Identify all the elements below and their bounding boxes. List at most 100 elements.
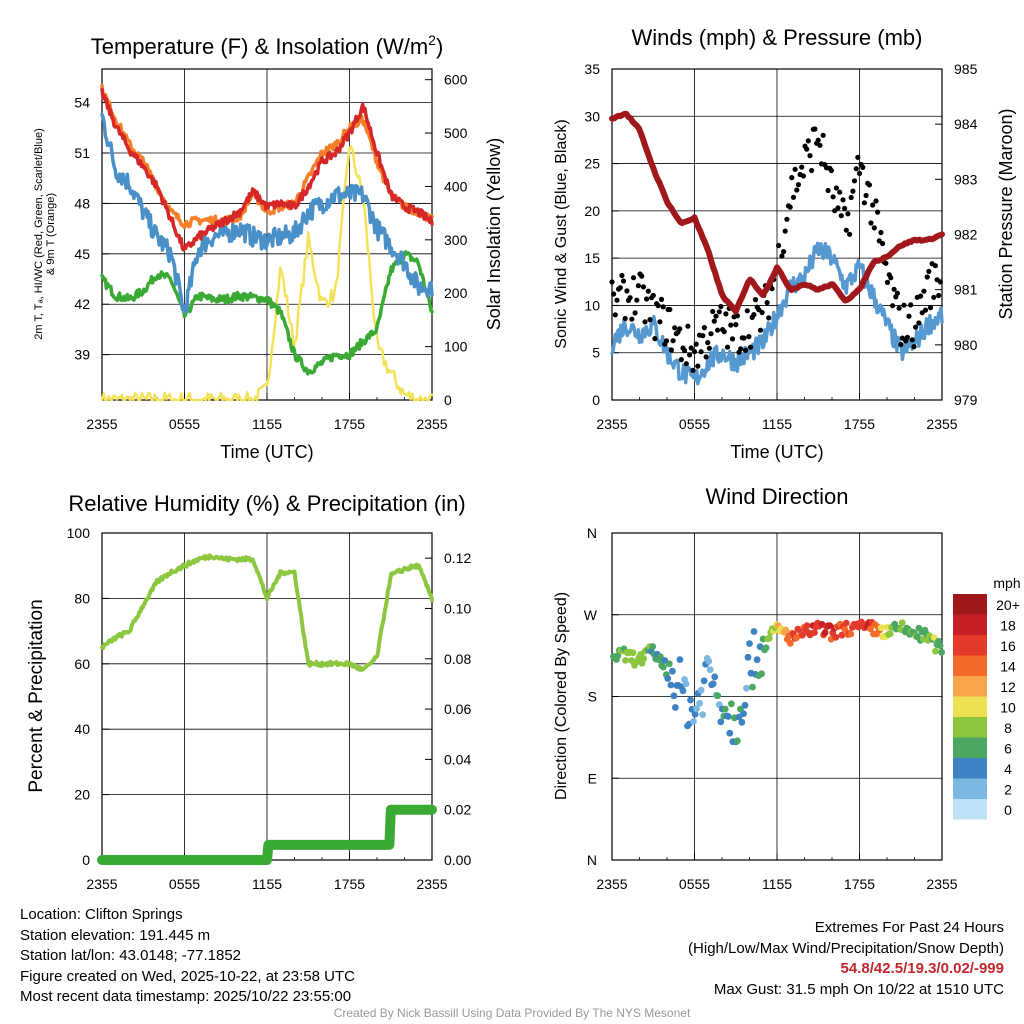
- direction-point: [672, 704, 679, 711]
- gust-point: [734, 313, 741, 319]
- wind-ytick-label: 5: [592, 345, 600, 361]
- precip-y2tick-label: 0.12: [444, 550, 471, 566]
- dir-ytick-label: N: [587, 852, 597, 868]
- gust-point: [837, 189, 843, 195]
- gust-point: [927, 305, 934, 311]
- pressure-y2tick-label: 981: [954, 282, 978, 298]
- gust-point: [891, 286, 897, 292]
- gust-point: [908, 302, 914, 308]
- gust-point: [851, 178, 858, 184]
- rh-ytick-label: 0: [82, 852, 90, 868]
- rh-xtick-label: 0555: [169, 876, 200, 892]
- gust-point: [847, 231, 853, 237]
- wind-xtick-label: 2355: [596, 416, 627, 432]
- legend-label: 6: [1004, 741, 1012, 757]
- temp-xtick-label: 2355: [416, 416, 447, 432]
- latlon-text: Station lat/lon: 43.0148; -77.1852: [20, 947, 242, 964]
- gust-point: [620, 278, 627, 284]
- gust-point: [716, 309, 722, 315]
- direction-point: [803, 622, 811, 629]
- precip-y2tick-label: 0.08: [444, 651, 471, 667]
- legend-swatch: [953, 799, 987, 820]
- humidity-chart-title: Relative Humidity (%) & Precipitation (i…: [68, 491, 465, 516]
- gust-point: [799, 164, 805, 170]
- gust-point: [889, 303, 896, 309]
- dir-xtick-label: 1155: [762, 876, 792, 892]
- gust-point: [830, 194, 836, 200]
- direction-point: [717, 718, 725, 726]
- gust-point: [703, 354, 709, 360]
- gust-point: [612, 312, 618, 318]
- direction-point: [691, 710, 699, 718]
- legend-label: 2: [1004, 782, 1012, 798]
- gust-point: [713, 313, 719, 319]
- wind-direction-chart: Wind Direction 2355 0555 1155 1755 2355 N E S W N D…: [553, 484, 1021, 892]
- gust-point: [809, 167, 815, 174]
- extremes-values: 54.8/42.5/19.3/0.02/-999: [840, 960, 1004, 977]
- gust-point: [845, 211, 851, 217]
- temp-xtick-label: 2355: [86, 416, 117, 432]
- gust-point: [873, 198, 879, 204]
- gust-point: [884, 279, 891, 285]
- gust-point: [868, 220, 874, 226]
- gust-point: [705, 340, 711, 346]
- sonic-wind-line: [610, 241, 944, 386]
- series-2m-t: [100, 87, 434, 252]
- gust-point: [898, 341, 904, 348]
- gust-point: [787, 204, 793, 210]
- gust-point: [904, 334, 911, 340]
- wind-y-axis-label-group: Sonic Wind & Gust (Blue, Black): [553, 119, 570, 348]
- series-hi-wc: [100, 112, 434, 314]
- direction-point: [932, 647, 939, 655]
- gust-point: [634, 297, 640, 303]
- rh-ytick-label: 80: [74, 590, 90, 606]
- gust-point: [752, 297, 759, 303]
- direction-point: [746, 640, 753, 647]
- direction-point: [705, 657, 713, 665]
- dir-ytick-label: N: [587, 525, 597, 541]
- legend-swatch: [953, 594, 987, 615]
- gust-point: [711, 318, 717, 324]
- precip-y2tick-label: 0.00: [444, 852, 471, 868]
- gust-point: [609, 279, 615, 285]
- gust-point: [729, 336, 736, 342]
- rh-y-axis-label-group: Percent & Precipitation: [26, 599, 47, 792]
- gust-point: [883, 260, 889, 266]
- direction-point: [877, 624, 885, 632]
- gust-point: [855, 154, 861, 160]
- direction-point: [629, 649, 637, 657]
- insol-y2tick-label: 500: [444, 125, 468, 141]
- direction-point: [665, 660, 673, 668]
- direction-point: [753, 656, 761, 664]
- gust-point: [657, 319, 663, 325]
- extremes-subtitle: (High/Low/Max Wind/Precipitation/Snow De…: [688, 939, 1004, 957]
- title-end: ): [436, 34, 443, 59]
- direction-point: [847, 630, 855, 638]
- gust-point: [871, 225, 877, 231]
- wind-xtick-label: 1755: [844, 416, 875, 432]
- gust-point: [795, 182, 802, 188]
- max-gust-text: Max Gust: 31.5 mph On 10/22 at 1510 UTC: [713, 980, 1004, 998]
- temp-ytick-label: 39: [74, 347, 90, 363]
- gust-point: [650, 292, 656, 299]
- gust-point: [835, 205, 841, 211]
- gust-point: [655, 303, 661, 309]
- gust-point: [800, 173, 807, 179]
- wind-xtick-label: 2355: [926, 416, 957, 432]
- gust-point: [848, 194, 854, 201]
- gust-point: [853, 166, 859, 172]
- pressure-y2tick-label: 980: [954, 337, 978, 353]
- gust-point: [918, 293, 924, 299]
- rh-xtick-label: 1155: [252, 876, 282, 892]
- gust-point: [888, 275, 894, 281]
- gust-point: [691, 349, 698, 355]
- pressure-y2tick-label: 979: [954, 392, 978, 408]
- temp-x-axis-label: Time (UTC): [220, 442, 313, 462]
- direction-point: [765, 634, 773, 642]
- direction-point: [728, 700, 735, 708]
- direction-point: [656, 653, 664, 660]
- title-main: Temperature (F) & Insolation (W/m: [91, 34, 428, 59]
- gust-point: [627, 295, 633, 301]
- gust-point: [678, 357, 684, 363]
- temperature-chart-title: Temperature (F) & Insolation (W/m2): [91, 32, 444, 59]
